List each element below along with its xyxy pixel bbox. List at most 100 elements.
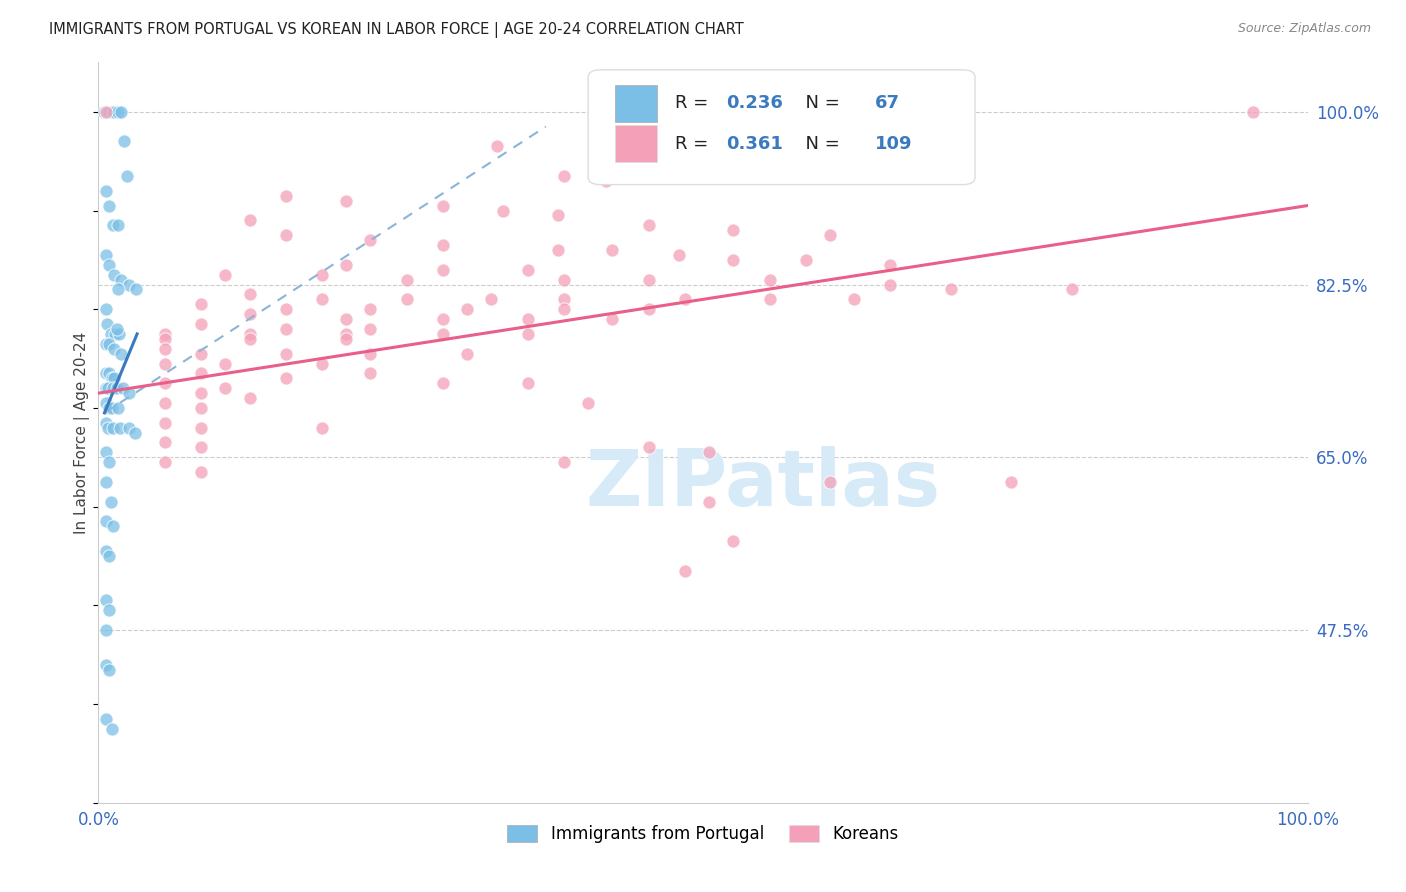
Point xyxy=(1000,475,1022,489)
Text: 109: 109 xyxy=(875,135,912,153)
Point xyxy=(118,277,141,292)
Point xyxy=(98,104,121,119)
Point xyxy=(637,441,659,455)
Point xyxy=(94,593,117,607)
FancyBboxPatch shape xyxy=(588,70,976,185)
Point xyxy=(395,272,418,286)
Point xyxy=(879,277,901,292)
Point xyxy=(239,332,262,346)
Point xyxy=(100,104,122,119)
Point xyxy=(97,381,120,395)
Point xyxy=(553,293,575,307)
Point xyxy=(94,367,117,381)
Point xyxy=(112,135,135,149)
Point xyxy=(637,219,659,233)
Point xyxy=(190,401,212,415)
Point xyxy=(98,367,121,381)
Bar xyxy=(614,126,657,162)
Point xyxy=(94,184,117,198)
Point xyxy=(723,223,745,237)
Point xyxy=(190,441,212,455)
Point xyxy=(118,420,141,434)
Point xyxy=(486,139,509,153)
Point xyxy=(395,293,418,307)
Point xyxy=(794,252,817,267)
Point xyxy=(153,376,176,391)
Point xyxy=(153,357,176,371)
Point xyxy=(103,342,125,356)
Point xyxy=(100,326,122,341)
Point xyxy=(101,219,124,233)
Point xyxy=(602,312,624,326)
Point xyxy=(100,371,122,385)
Point xyxy=(360,346,382,360)
Point xyxy=(107,219,129,233)
Point xyxy=(432,312,454,326)
Point xyxy=(547,243,569,257)
Point xyxy=(311,420,333,434)
Point xyxy=(98,258,121,272)
Point xyxy=(360,233,382,247)
Point xyxy=(94,544,117,558)
Point xyxy=(98,663,121,677)
Point xyxy=(879,258,901,272)
Point xyxy=(214,357,236,371)
Point xyxy=(107,283,129,297)
Point xyxy=(94,475,117,489)
Point xyxy=(274,371,297,385)
Point xyxy=(153,396,176,410)
Point xyxy=(432,376,454,391)
Point xyxy=(124,425,146,440)
Point xyxy=(274,302,297,317)
Point xyxy=(360,322,382,336)
Point xyxy=(432,198,454,212)
Point xyxy=(94,712,117,726)
Point xyxy=(94,445,117,459)
Point xyxy=(516,326,538,341)
Point xyxy=(516,312,538,326)
Point xyxy=(1241,104,1264,119)
Point xyxy=(311,293,333,307)
Point xyxy=(697,445,720,459)
Point xyxy=(214,381,236,395)
Point xyxy=(311,357,333,371)
Point xyxy=(335,258,357,272)
Point xyxy=(576,396,599,410)
Point xyxy=(94,302,117,317)
Point xyxy=(239,307,262,321)
Point xyxy=(104,326,127,341)
Point xyxy=(239,287,262,301)
Point xyxy=(844,293,866,307)
Point xyxy=(274,188,297,202)
Point xyxy=(100,494,122,508)
Point xyxy=(108,326,131,341)
Point xyxy=(98,401,121,415)
Point xyxy=(190,386,212,401)
Point xyxy=(98,336,121,351)
Point xyxy=(96,317,118,331)
Point xyxy=(723,534,745,549)
Y-axis label: In Labor Force | Age 20-24: In Labor Force | Age 20-24 xyxy=(75,332,90,533)
Point xyxy=(97,420,120,434)
Point xyxy=(190,367,212,381)
Text: 67: 67 xyxy=(875,95,900,112)
Point xyxy=(239,213,262,227)
Point xyxy=(595,174,617,188)
Point xyxy=(516,262,538,277)
Point xyxy=(153,342,176,356)
Point xyxy=(673,564,696,578)
Point xyxy=(432,238,454,252)
Point xyxy=(103,104,125,119)
Point xyxy=(98,198,121,212)
Point xyxy=(98,549,121,563)
Point xyxy=(456,302,478,317)
Point xyxy=(153,326,176,341)
Point xyxy=(105,381,128,395)
Point xyxy=(360,302,382,317)
Point xyxy=(758,272,780,286)
Point xyxy=(818,475,841,489)
Point xyxy=(818,228,841,243)
Point xyxy=(697,494,720,508)
Point xyxy=(117,169,139,183)
Point xyxy=(94,336,117,351)
